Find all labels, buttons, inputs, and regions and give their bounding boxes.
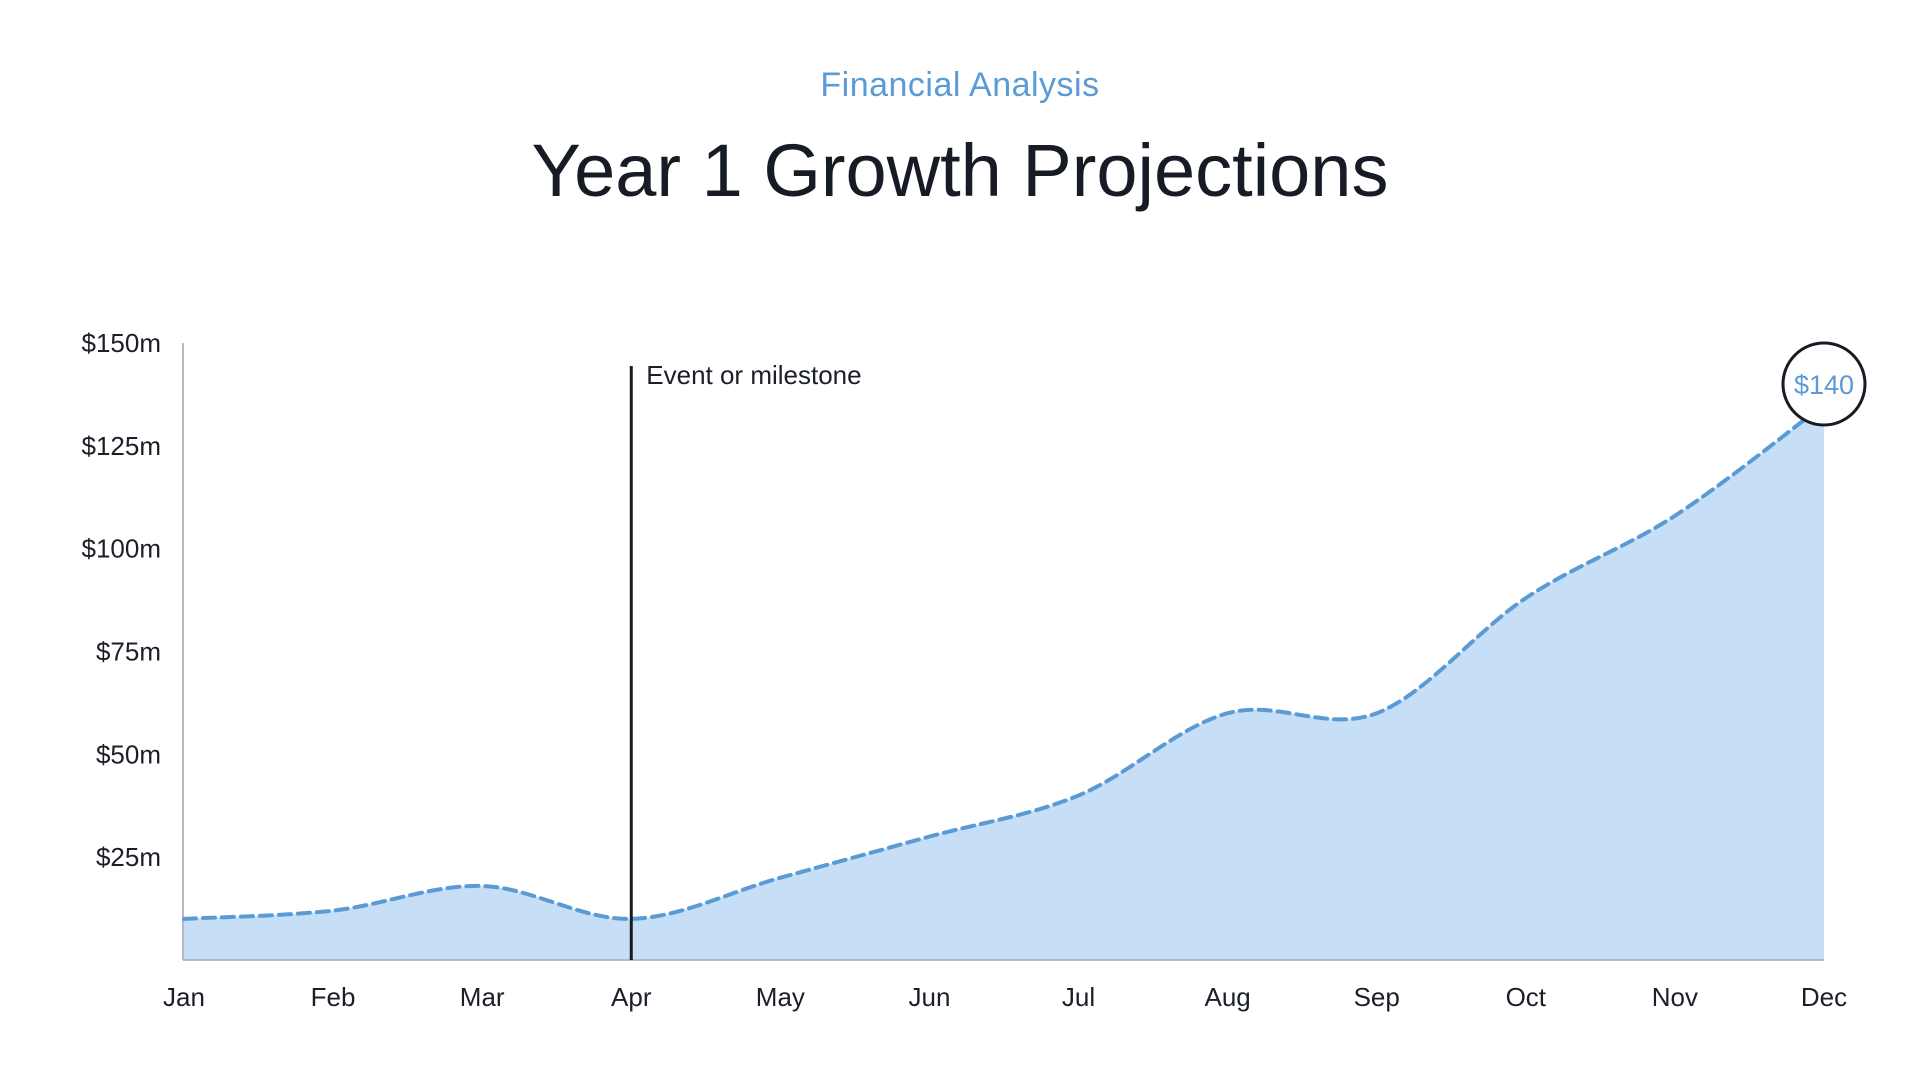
chart-subtitle: Financial Analysis xyxy=(820,66,1100,104)
chart-title: Year 1 Growth Projections xyxy=(531,129,1389,212)
x-tick-label: Dec xyxy=(1801,982,1847,1012)
annotation-layer: Event or milestone $140 xyxy=(629,341,1867,960)
x-tick-label: May xyxy=(756,982,805,1012)
data-point-sep xyxy=(1374,710,1380,716)
x-tick-label: Aug xyxy=(1205,982,1251,1012)
y-tick-label: $75m xyxy=(96,637,161,667)
y-tick-label: $25m xyxy=(96,842,161,872)
x-tick-label: Jun xyxy=(908,982,950,1012)
data-point-oct xyxy=(1523,595,1529,601)
data-point-jul xyxy=(1076,792,1082,798)
milestone-label: Event or milestone xyxy=(646,360,861,390)
data-point-mar xyxy=(479,883,485,889)
tick-label-layer: $25m $50m $75m $100m $125m $150m Jan Feb Mar Apr M… xyxy=(82,328,1848,1012)
x-tick-label: Mar xyxy=(460,982,505,1012)
y-tick-label: $50m xyxy=(96,739,161,769)
data-point-nov xyxy=(1672,513,1678,519)
x-tick-label: Feb xyxy=(311,982,356,1012)
y-tick-label: $100m xyxy=(82,534,162,564)
x-tick-label: Sep xyxy=(1354,982,1400,1012)
data-point-may xyxy=(777,875,783,881)
x-tick-label: Apr xyxy=(611,982,652,1012)
series-line xyxy=(182,402,1826,921)
area-fill xyxy=(184,404,1824,960)
axis-layer xyxy=(182,343,1824,961)
x-tick-label: Oct xyxy=(1506,982,1547,1012)
line-layer xyxy=(181,402,1826,922)
y-tick-label: $125m xyxy=(82,431,162,461)
y-tick-label: $150m xyxy=(82,328,162,358)
data-point-jan xyxy=(181,916,187,922)
value-badge-label: $140 xyxy=(1794,370,1854,400)
area-layer xyxy=(184,404,1824,960)
x-tick-label: Jul xyxy=(1062,982,1095,1012)
data-point-jun xyxy=(926,834,932,840)
x-tick-label: Nov xyxy=(1652,982,1698,1012)
data-point-feb xyxy=(330,908,336,914)
data-point-aug xyxy=(1225,710,1231,716)
value-badge-circle xyxy=(1781,341,1867,427)
x-tick-label: Jan xyxy=(163,982,205,1012)
